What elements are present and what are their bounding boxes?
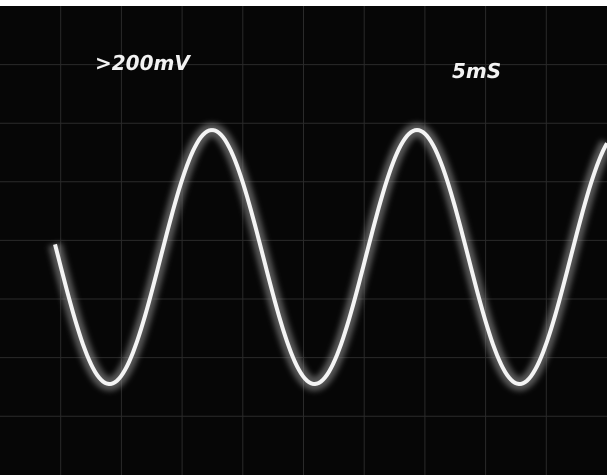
- time-per-division: 5mS: [452, 59, 501, 83]
- graticule: [0, 6, 607, 475]
- volts-per-division: >200mV: [95, 51, 191, 75]
- waveform: [53, 127, 607, 387]
